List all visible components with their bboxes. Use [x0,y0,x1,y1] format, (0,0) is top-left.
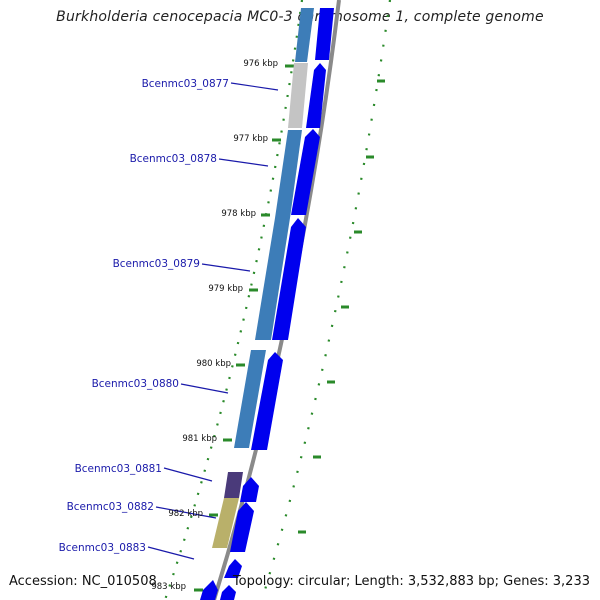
kbp-label-978: 978 kbp [221,209,256,219]
cds-arrow-0884 [200,580,218,600]
cog-block-0877 [288,63,308,128]
kbp-label-980: 980 kbp [196,359,231,369]
map-title: Burkholderia cenocepacia MC0-3 chromosom… [56,9,544,25]
outer-ticks [298,79,385,534]
gene-label-0877[interactable]: Bcenmc03_0877 [142,78,229,90]
kbp-label-977: 977 kbp [233,134,268,144]
gene-label-0880[interactable]: Bcenmc03_0880 [92,378,179,390]
cog-block-0881 [224,472,243,498]
gene-label-0881[interactable]: Bcenmc03_0881 [75,463,162,475]
kbp-label-983: 983 kbp [151,582,186,592]
gene-label-0882[interactable]: Bcenmc03_0882 [67,501,154,513]
cog-track [212,8,314,548]
gene-leader-lines [147,82,279,560]
cds-arrow-0883 [224,559,242,578]
cds-arrow-0879 [272,218,306,340]
cds-arrow-0885 [220,585,236,600]
topology-text: Topology: circular; Length: 3,532,883 bp… [232,574,590,589]
cds-arrow-0881 [240,477,259,502]
cds-arrow-0878 [291,129,320,215]
kbp-label-982: 982 kbp [168,509,203,519]
gene-label-0878[interactable]: Bcenmc03_0878 [130,153,217,165]
kbp-label-981: 981 kbp [182,434,217,444]
cog-block-0880 [234,350,266,448]
cog-block-0879 [255,218,290,340]
cds-track [200,8,334,600]
kbp-label-979: 979 kbp [208,284,243,294]
gene-label-0879[interactable]: Bcenmc03_0879 [113,258,200,270]
cds-arrow-0877 [306,63,326,128]
cds-arrow-0876 [315,8,334,60]
gene-label-0883[interactable]: Bcenmc03_0883 [59,542,146,554]
kbp-label-976: 976 kbp [243,59,278,69]
cog-block-0882 [212,498,239,548]
kbp-ticks [194,64,294,592]
accession-text: Accession: NC_010508 [9,574,157,589]
cds-arrow-0880 [251,352,283,450]
cds-arrow-0882 [230,502,254,552]
cog-block-0876 [295,8,314,62]
cog-block-0878 [275,130,302,218]
